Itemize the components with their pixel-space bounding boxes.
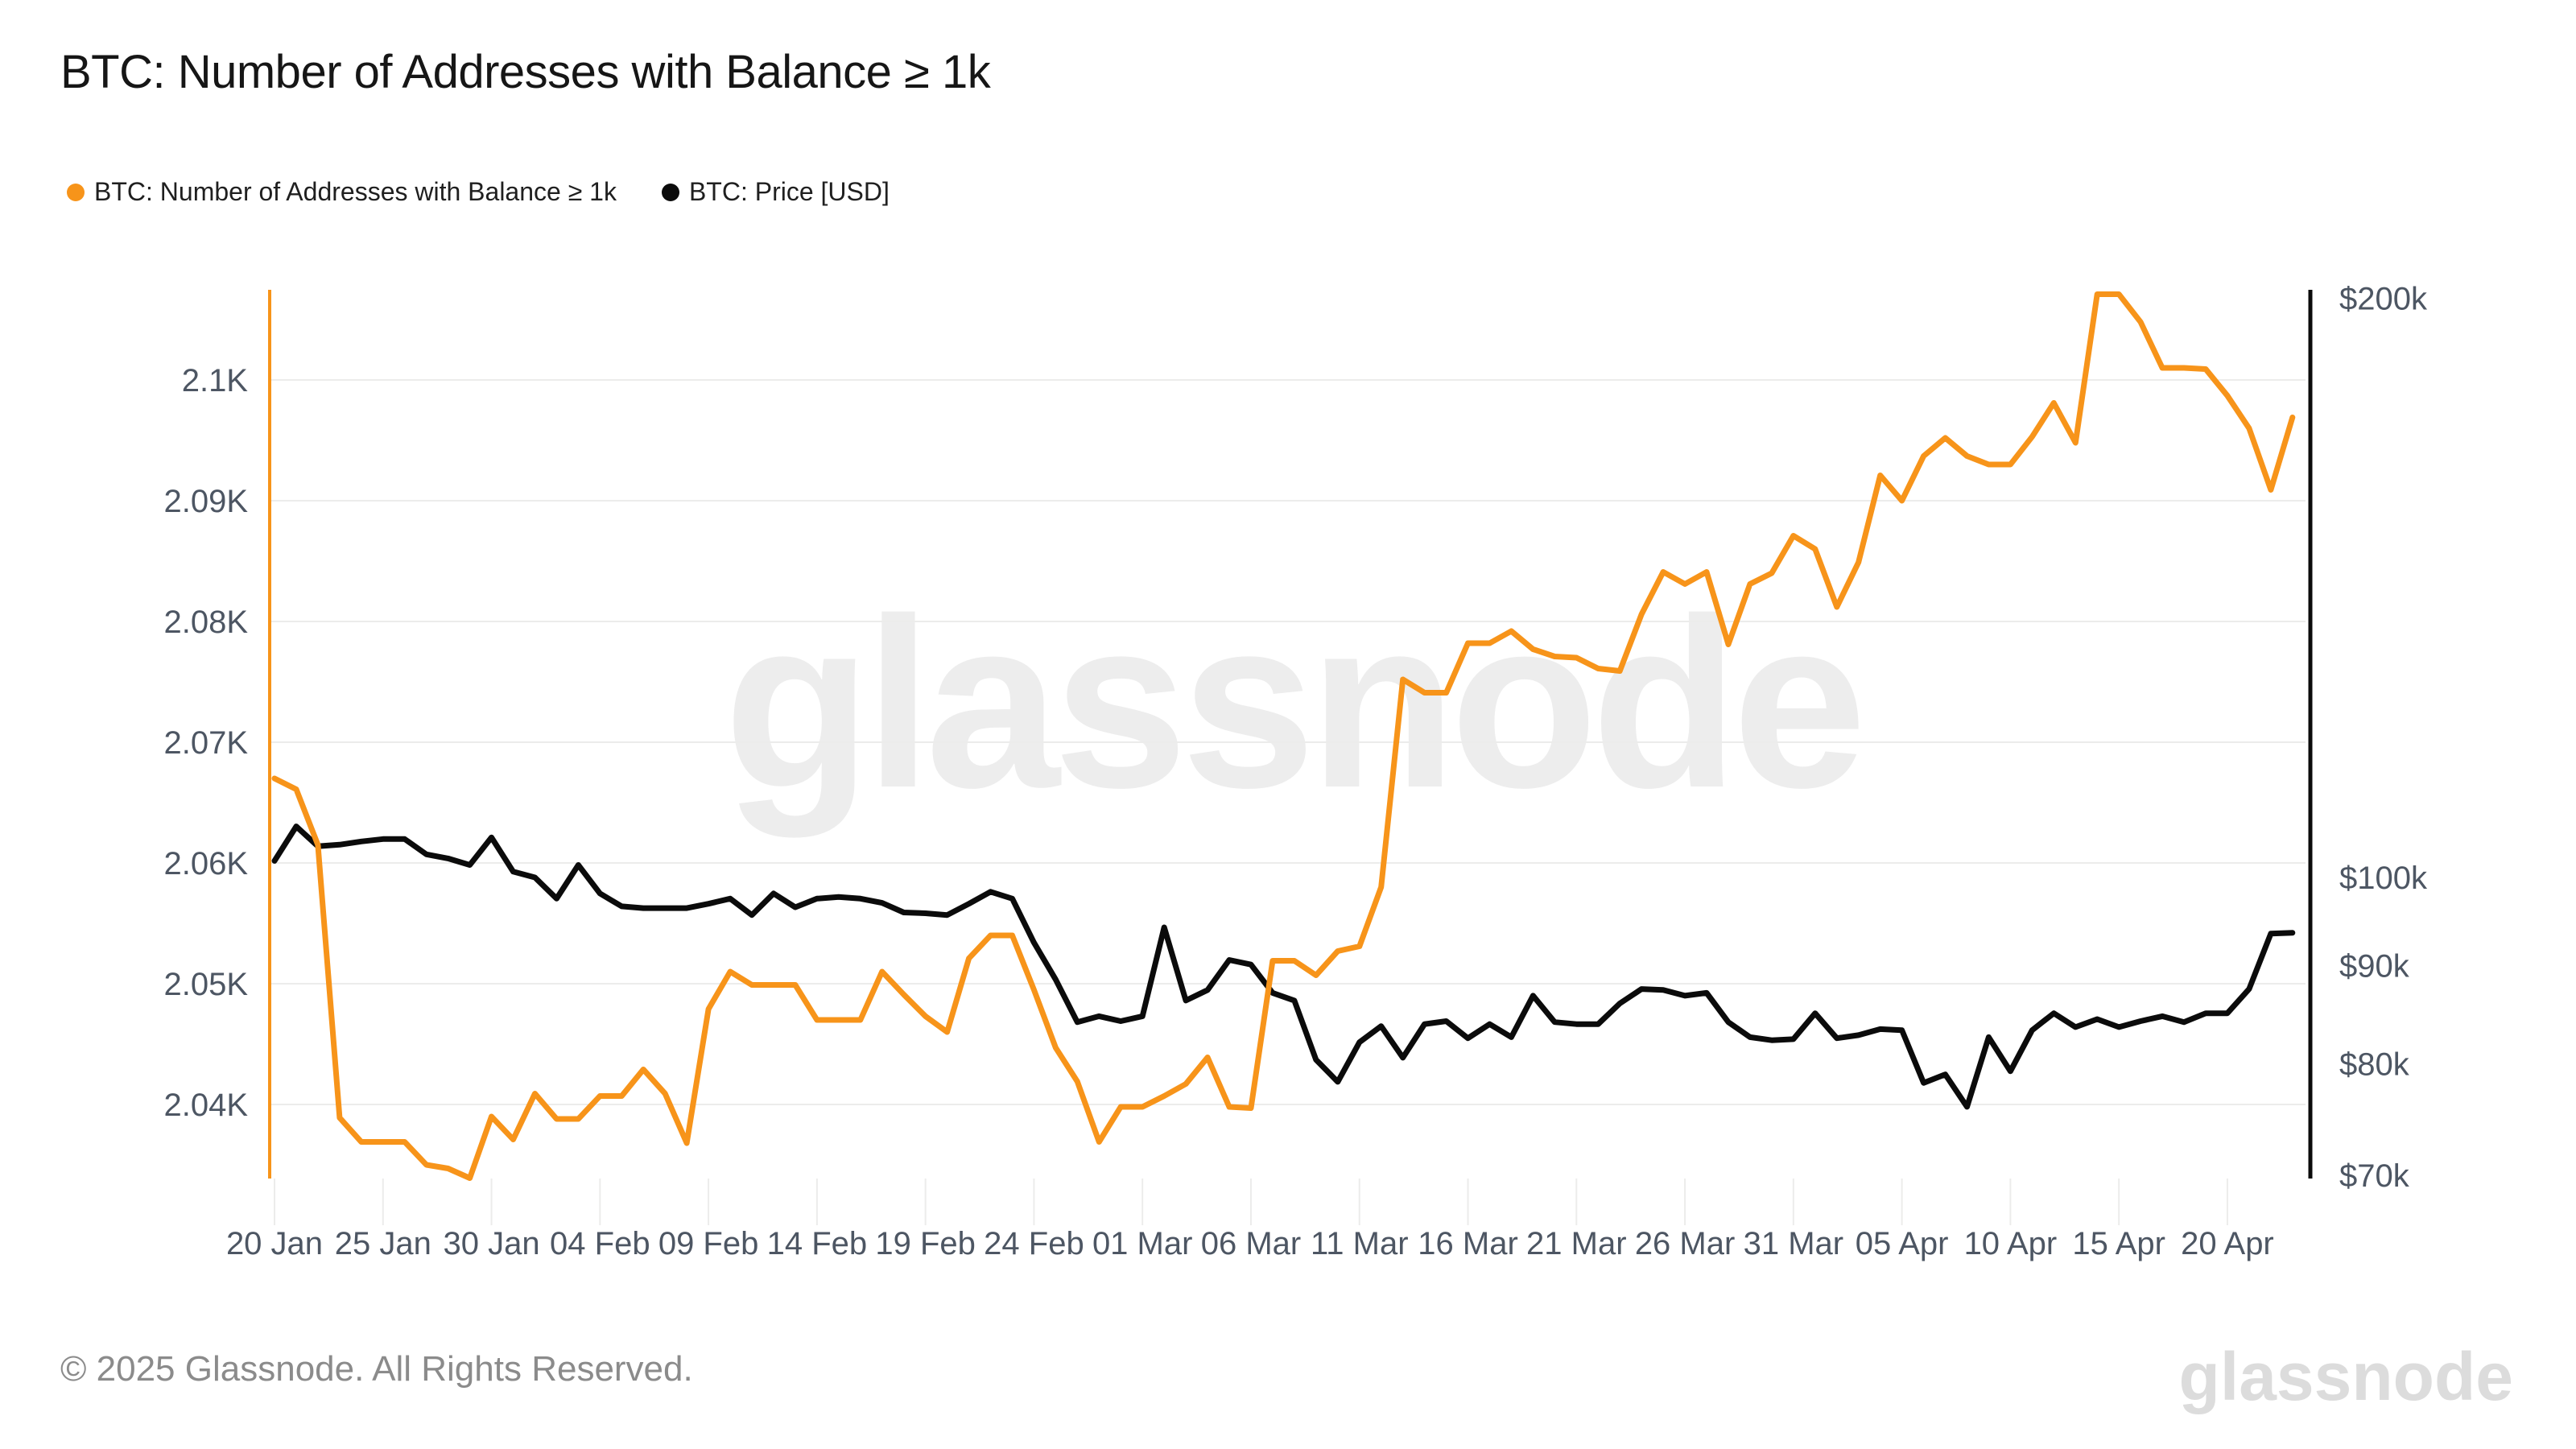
legend-label-addresses: BTC: Number of Addresses with Balance ≥ … xyxy=(94,177,617,206)
glassnode-watermark: glassnode xyxy=(724,568,1867,838)
x-axis-tick-label: 15 Apr xyxy=(2072,1226,2165,1261)
left-axis-tick-label: 2.06K xyxy=(163,846,248,881)
x-axis-tick-label: 04 Feb xyxy=(550,1226,650,1261)
x-axis-tick-label: 11 Mar xyxy=(1311,1226,1409,1261)
right-axis-tick-label: $200k xyxy=(2339,282,2428,317)
right-axis-tick-label: $90k xyxy=(2339,948,2410,984)
right-axis-tick-label: $80k xyxy=(2339,1047,2410,1083)
x-axis-tick-label: 26 Mar xyxy=(1635,1226,1736,1261)
x-axis-tick-label: 10 Apr xyxy=(1964,1226,2058,1261)
black-dot-icon xyxy=(661,183,679,201)
legend-item-price[interactable]: BTC: Price [USD] xyxy=(661,177,890,207)
left-axis-tick-label: 2.05K xyxy=(163,967,248,1002)
page-title: BTC: Number of Addresses with Balance ≥ … xyxy=(60,46,991,98)
legend-item-addresses[interactable]: BTC: Number of Addresses with Balance ≥ … xyxy=(67,177,617,207)
glassnode-logo: glassnode xyxy=(2178,1339,2513,1414)
left-axis-tick-label: 2.04K xyxy=(163,1088,248,1123)
x-axis-tick-label: 24 Feb xyxy=(984,1226,1084,1261)
x-axis-tick-label: 30 Jan xyxy=(443,1226,539,1261)
x-axis-tick-label: 06 Mar xyxy=(1201,1226,1302,1261)
orange-dot-icon xyxy=(67,183,85,201)
price-series-line xyxy=(271,824,2296,1110)
copyright-text: © 2025 Glassnode. All Rights Reserved. xyxy=(60,1349,693,1389)
chart-legend: BTC: Number of Addresses with Balance ≥ … xyxy=(67,177,890,207)
right-axis-tick-label: $70k xyxy=(2339,1158,2410,1194)
x-axis-tick-label: 01 Mar xyxy=(1092,1226,1193,1261)
x-axis-tick-label: 09 Feb xyxy=(658,1226,759,1261)
x-axis-tick-label: 20 Apr xyxy=(2181,1226,2274,1261)
x-axis-tick-label: 21 Mar xyxy=(1526,1226,1627,1261)
x-axis-tick-label: 25 Jan xyxy=(335,1226,431,1261)
x-axis-tick-label: 20 Jan xyxy=(226,1226,323,1261)
addresses-series-line xyxy=(271,291,2296,1181)
legend-label-price: BTC: Price [USD] xyxy=(688,177,890,206)
x-axis-tick-label: 16 Mar xyxy=(1418,1226,1518,1261)
left-axis-tick-label: 2.07K xyxy=(163,725,248,761)
left-axis-tick-label: 2.09K xyxy=(163,484,248,519)
x-axis-tick-label: 05 Apr xyxy=(1856,1226,1949,1261)
x-axis-tick-label: 31 Mar xyxy=(1744,1226,1844,1261)
right-axis-tick-label: $100k xyxy=(2339,861,2428,896)
left-axis-tick-label: 2.1K xyxy=(182,363,249,398)
x-axis-tick-label: 14 Feb xyxy=(767,1226,868,1261)
x-axis-tick-label: 19 Feb xyxy=(875,1226,976,1261)
left-axis-tick-label: 2.08K xyxy=(163,605,248,640)
